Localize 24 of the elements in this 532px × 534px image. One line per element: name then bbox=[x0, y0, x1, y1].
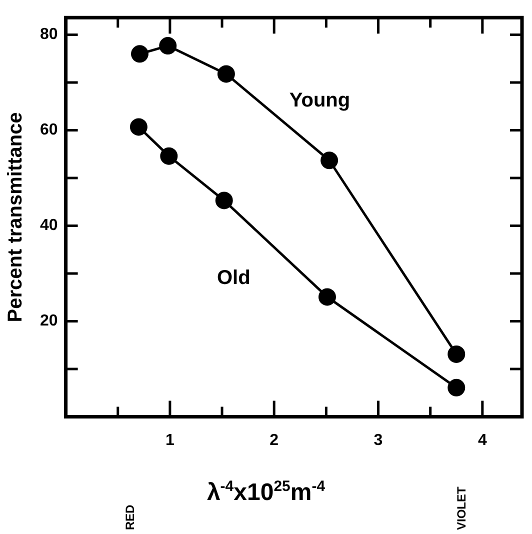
series-label: Young bbox=[289, 90, 350, 112]
point bbox=[160, 147, 178, 165]
x-tick-label: 2 bbox=[270, 432, 279, 449]
y-tick-label: 40 bbox=[40, 217, 58, 234]
point bbox=[320, 152, 338, 170]
point bbox=[217, 65, 235, 83]
y-tick-label: 80 bbox=[40, 26, 58, 44]
x-tick-label: 3 bbox=[374, 432, 383, 449]
y-axis-title: Percent transmittance bbox=[4, 112, 27, 322]
point bbox=[131, 45, 148, 63]
point bbox=[318, 288, 336, 306]
x-axis-title: λ$^{-4}$x10$^{25}$m$^{-4}$ bbox=[206, 478, 326, 506]
point bbox=[448, 378, 466, 396]
x-tick-label: 4 bbox=[478, 432, 487, 449]
x-tick-label: 1 bbox=[166, 432, 174, 449]
y-tick-label: 60 bbox=[40, 122, 58, 139]
text: VIOLET bbox=[454, 486, 469, 530]
point bbox=[159, 37, 177, 55]
y-tick-label: 20 bbox=[40, 312, 58, 330]
text: RED bbox=[123, 504, 138, 530]
point bbox=[448, 345, 466, 363]
point bbox=[130, 118, 148, 136]
point bbox=[215, 192, 233, 210]
series-label: Old bbox=[217, 267, 250, 290]
